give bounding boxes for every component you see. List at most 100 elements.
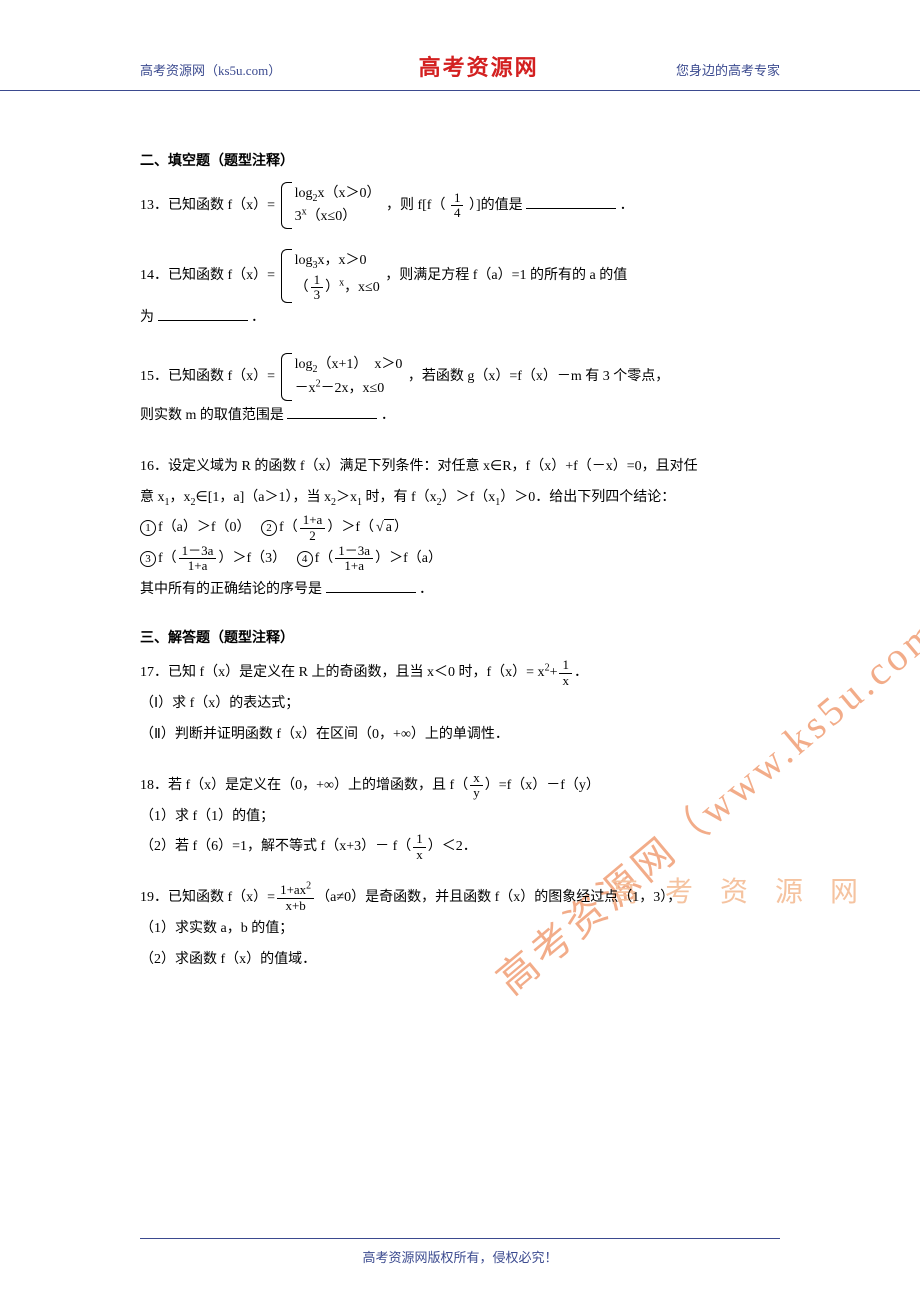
p13-case1-tail: x（x＞0） <box>317 186 380 201</box>
p16-c3d: 1+a <box>179 558 217 573</box>
header-left: 高考资源网（ks5u.com） <box>140 60 281 79</box>
p16-c3n: 1－3a <box>179 544 217 558</box>
p16-l2g: ）＞0．给出下列四个结论： <box>500 490 675 505</box>
p17-fd: x <box>559 673 572 688</box>
p15-lead: 15．已知函数 f（x）= <box>140 369 275 384</box>
p16-c2d: 2 <box>300 528 326 543</box>
sqrt-a: a <box>374 513 394 544</box>
p18-l3a: （2）若 f（6）=1，解不等式 f（x+3）－ f（ <box>140 839 411 854</box>
p13-frac-d: 4 <box>451 205 464 220</box>
p19-l2: （1）求实数 a，b 的值； <box>140 914 780 945</box>
problem-13: 13．已知函数 f（x）= log2x（x＞0） 3x（x≤0） ，则 f[f（… <box>140 182 780 230</box>
p19-fnsup: 2 <box>306 881 311 892</box>
p15-case1-tail: （x+1） x＞0 <box>317 357 402 372</box>
p16-c4d: 1+a <box>335 558 373 573</box>
p16-l2e: 时，有 f（x <box>362 490 437 505</box>
p14-f-d: 3 <box>311 287 324 302</box>
p16-last: 其中所有的正确结论的序号是 <box>140 582 322 597</box>
p14-f-n: 1 <box>311 273 324 287</box>
p17-l3: （Ⅱ）判断并证明函数 f（x）在区间（0，+∞）上的单调性． <box>140 720 780 751</box>
p16-c4b: ）＞f（a） <box>375 551 442 566</box>
p13-period: ． <box>620 198 634 213</box>
p15-negx: －x <box>295 381 316 396</box>
problem-17: 17．已知 f（x）是定义在 R 上的奇函数，且当 x＜0 时，f（x）= x2… <box>140 658 780 750</box>
p16-c1: f（a）＞f（0） <box>158 520 251 535</box>
p16-l1: 16．设定义域为 R 的函数 f（x）满足下列条件：对任意 x∈R，f（x）+f… <box>140 452 780 483</box>
circ-2: 2 <box>261 520 277 536</box>
p16-c3a: f（ <box>158 551 177 566</box>
p16-c4n: 1－3a <box>335 544 373 558</box>
circ-3: 3 <box>140 551 156 567</box>
p19-l1b: （a≠0）是奇函数，并且函数 f（x）的图象经过点（1，3）， <box>316 890 681 905</box>
p16-l2c: ∈[1，a]（a＞1），当 x <box>196 490 331 505</box>
p17-l1a: 17．已知 f（x）是定义在 R 上的奇函数，且当 x＜0 时，f（x）= x <box>140 665 545 680</box>
p18-l3b: ）＜2． <box>428 839 477 854</box>
p18-l1a: 18．若 f（x）是定义在（0，+∞）上的增函数，且 f（ <box>140 778 468 793</box>
p16-l2f: ）＞f（x <box>442 490 496 505</box>
p16-blank <box>326 580 416 593</box>
p15-line2: 则实数 m 的取值范围是 <box>140 408 284 423</box>
p13-frac: 14 <box>451 191 464 221</box>
p16-period: ． <box>419 582 433 597</box>
p16-c3b: ）＞f（3） <box>218 551 286 566</box>
p16-c2c: ） <box>394 520 408 535</box>
page-footer: 高考资源网版权所有，侵权必究！ <box>140 1238 780 1266</box>
p15-period: ． <box>381 408 395 423</box>
p16-l2a: 意 x <box>140 490 165 505</box>
p14-log: log <box>295 253 313 268</box>
p16-c4a: f（ <box>315 551 334 566</box>
p16-l2b: ，x <box>170 490 191 505</box>
p16-c2b: ）＞f（ <box>327 520 374 535</box>
p13-lead: 13．已知函数 f（x）= <box>140 198 275 213</box>
p14-case1-tail: x，x＞0 <box>317 253 366 268</box>
p13-case2-tail: （x≤0） <box>307 209 357 224</box>
problem-18: 18．若 f（x）是定义在（0，+∞）上的增函数，且 f（xy）=f（x）－f（… <box>140 771 780 863</box>
p13-mid: ，则 f[f（ <box>386 198 446 213</box>
p15-log: log <box>295 357 313 372</box>
p14-case2-tail: ，x≤0 <box>344 280 380 295</box>
p17-fn: 1 <box>559 658 572 672</box>
p14-blank <box>158 308 248 321</box>
p13-base3: 3 <box>295 209 302 224</box>
p13-log: log <box>295 186 313 201</box>
header-right: 您身边的高考专家 <box>676 60 780 79</box>
p13-frac-n: 1 <box>451 191 464 205</box>
p18-fd: y <box>470 785 483 800</box>
p19-l3: （2）求函数 f（x）的值域． <box>140 945 780 976</box>
section-solve-title: 三、解答题（题型注释） <box>140 626 780 653</box>
p15-mid: ，若函数 g（x）=f（x）－m 有 3 个零点， <box>408 369 669 384</box>
p18-f2d: x <box>413 847 426 862</box>
p16-l2d: ＞x <box>336 490 357 505</box>
p17-plus: + <box>550 665 558 680</box>
p13-blank <box>526 196 616 209</box>
p13-tail: ）]的值是 <box>469 198 523 213</box>
p14-mid: ，则满足方程 f（a）=1 的所有的 a 的值 <box>385 268 627 283</box>
p15-blank <box>287 406 377 419</box>
p17-l2: （Ⅰ）求 f（x）的表达式； <box>140 689 780 720</box>
p13-cases: log2x（x＞0） 3x（x≤0） <box>281 182 381 230</box>
p18-l1b: ）=f（x）－f（y） <box>485 778 600 793</box>
page-content: 二、填空题（题型注释） 13．已知函数 f（x）= log2x（x＞0） 3x（… <box>0 91 920 1016</box>
p16-c2n: 1+a <box>300 513 326 527</box>
p19-l1a: 19．已知函数 f（x）= <box>140 890 275 905</box>
p19-fd: x+b <box>277 898 314 913</box>
p15-cases: log2（x+1） x＞0 －x2－2x，x≤0 <box>281 353 403 401</box>
page-header: 高考资源网（ks5u.com） 高考资源网 您身边的高考专家 <box>0 0 920 91</box>
p18-fn: x <box>470 771 483 785</box>
p14-period: ． <box>251 310 265 325</box>
p19-fn: 1+ax <box>280 882 306 897</box>
p14-wei: 为 <box>140 310 154 325</box>
sqrt-a-rad: a <box>384 519 394 535</box>
problem-16: 16．设定义域为 R 的函数 f（x）满足下列条件：对任意 x∈R，f（x）+f… <box>140 452 780 606</box>
p16-c2a: f（ <box>279 520 298 535</box>
p18-l2: （1）求 f（1）的值； <box>140 802 780 833</box>
section-fill-title: 二、填空题（题型注释） <box>140 149 780 176</box>
p15-case2-tail: －2x，x≤0 <box>321 381 385 396</box>
problem-19: 19．已知函数 f（x）= 1+ax2 x+b（a≠0）是奇函数，并且函数 f（x）… <box>140 883 780 975</box>
p18-f2n: 1 <box>413 832 426 846</box>
problem-14: 14．已知函数 f（x）= log3x，x＞0 （13）x，x≤0 ，则满足方程… <box>140 249 780 333</box>
circ-4: 4 <box>297 551 313 567</box>
p17-l1b: ． <box>574 665 588 680</box>
header-brand: 高考资源网 <box>419 50 539 82</box>
problem-15: 15．已知函数 f（x）= log2（x+1） x＞0 －x2－2x，x≤0 ，… <box>140 353 780 431</box>
